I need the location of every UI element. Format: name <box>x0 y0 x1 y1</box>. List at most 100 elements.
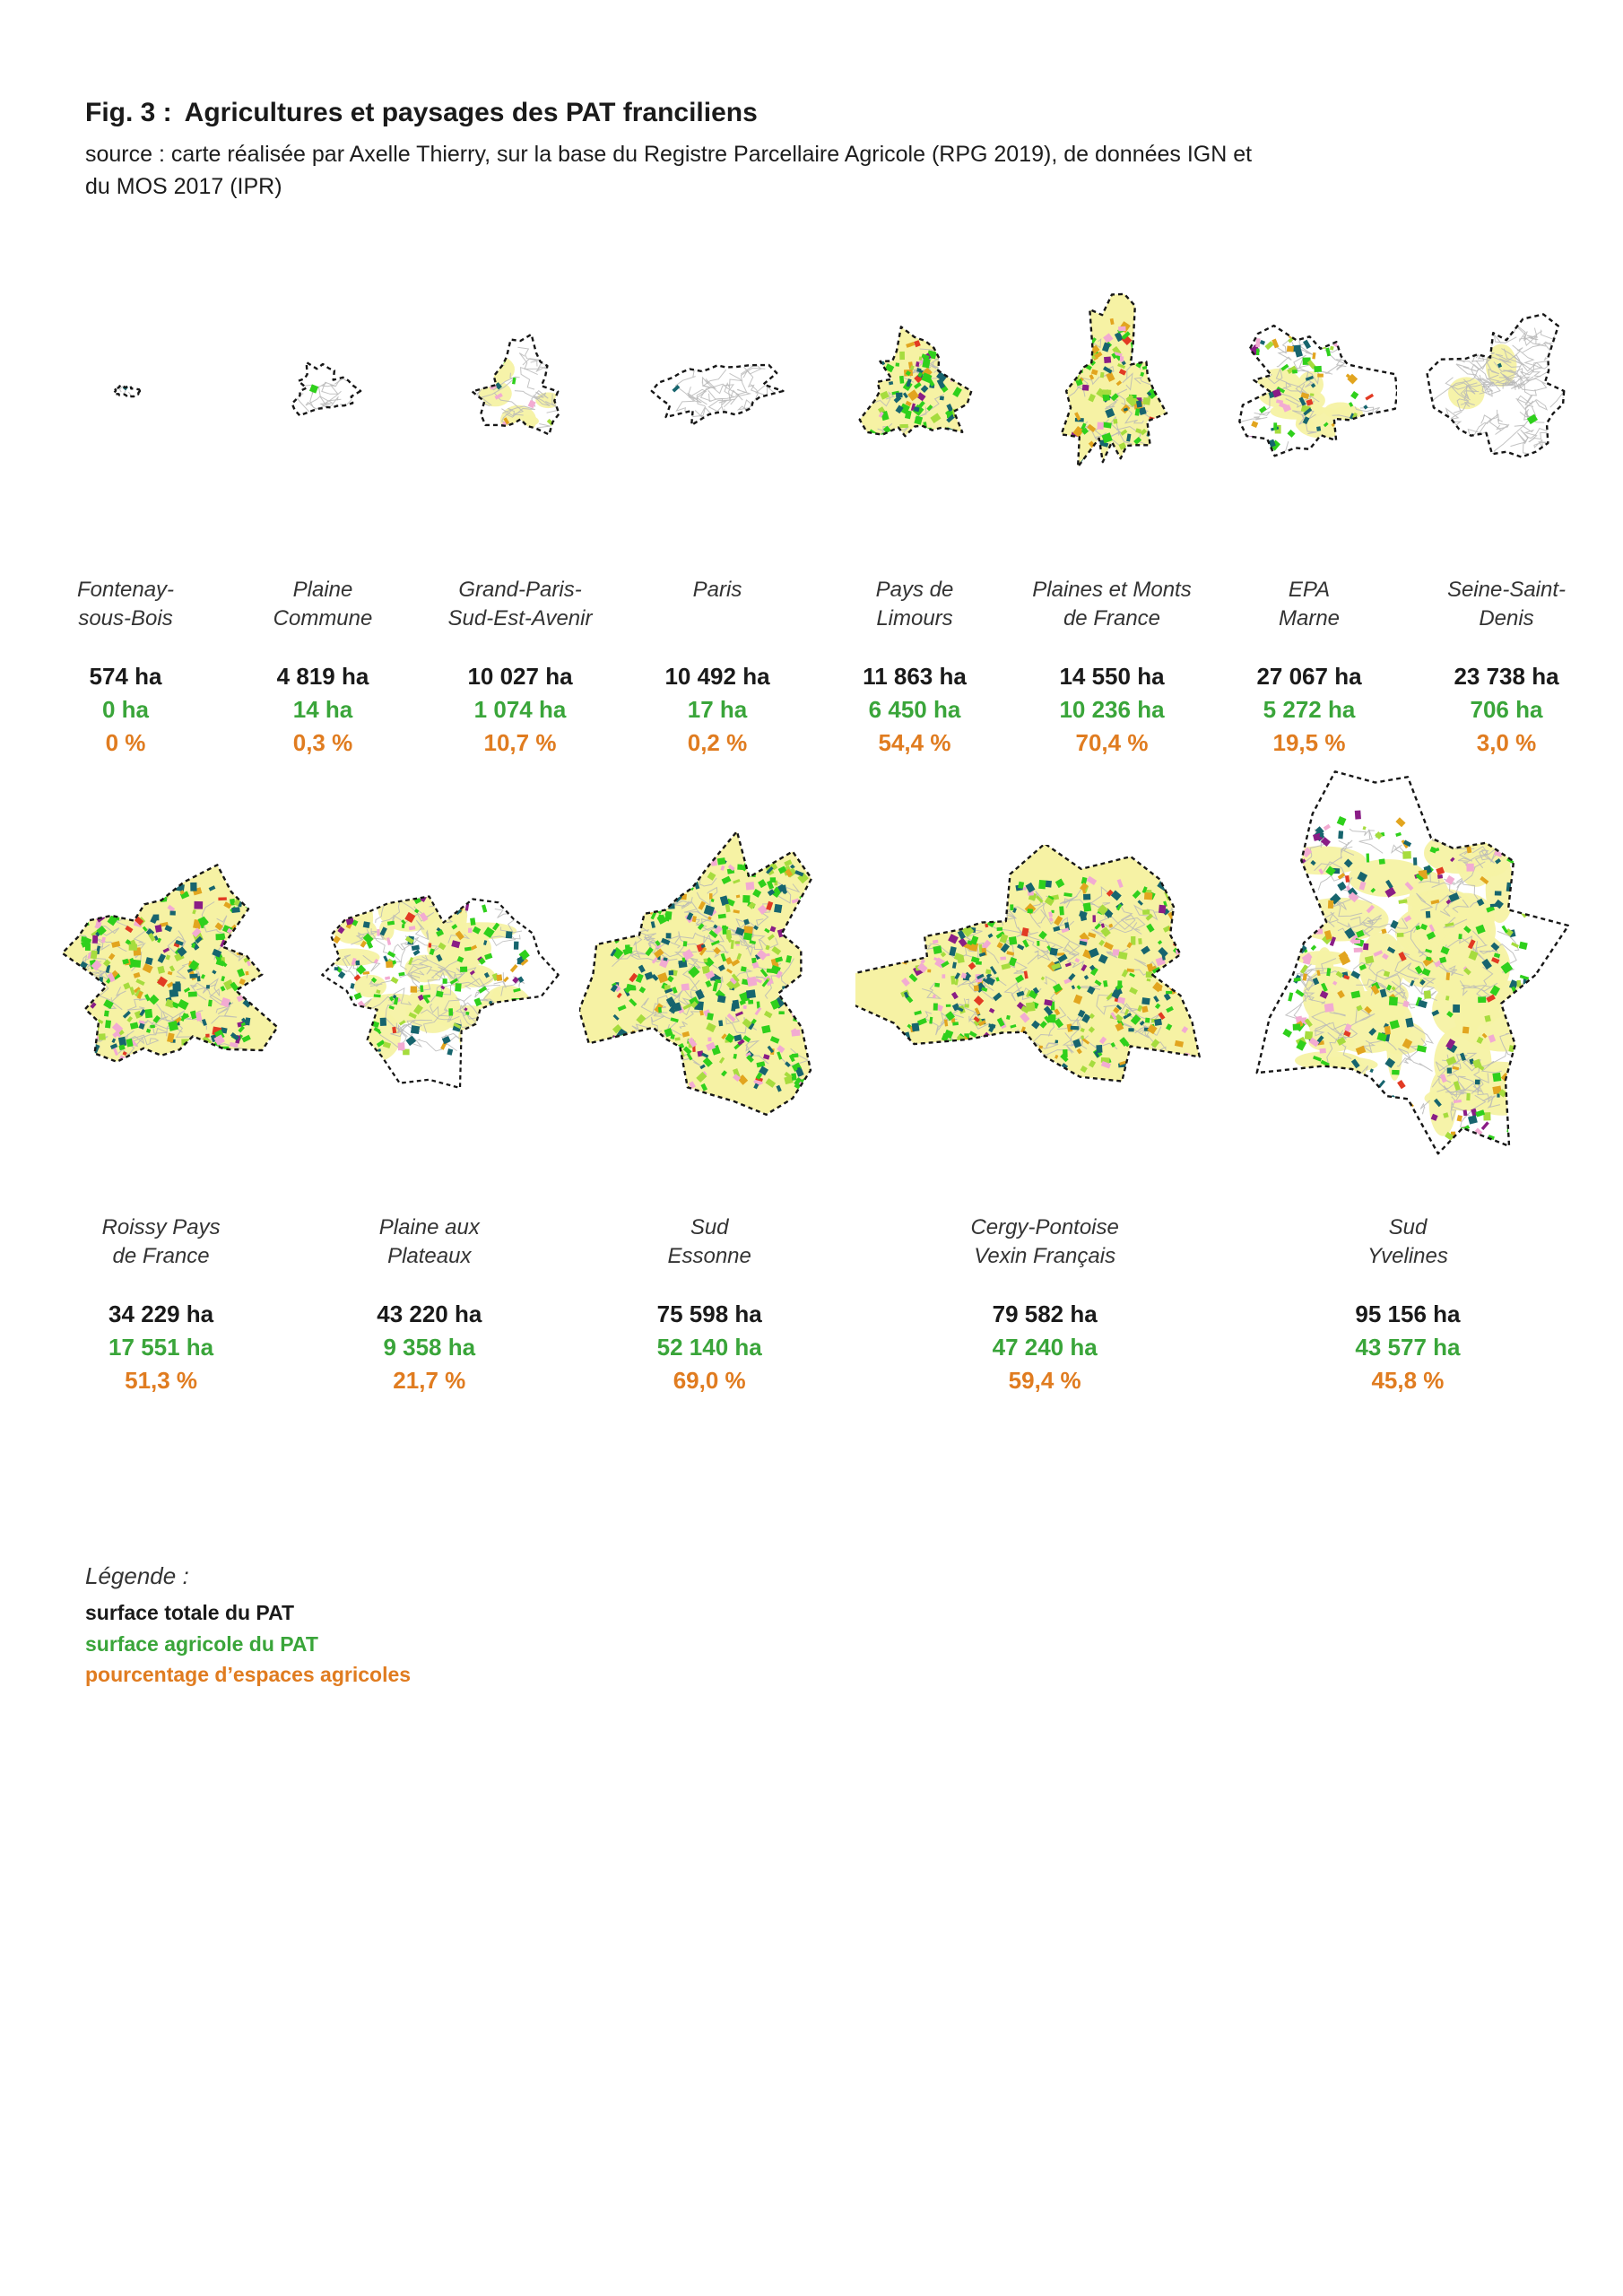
territory-name-line: Marne <box>1278 606 1341 631</box>
territory-map-box <box>1211 230 1408 552</box>
map-plaine-aux-plateaux <box>321 895 560 1089</box>
territory-name: Plaines et Monts de France <box>1032 576 1191 635</box>
territory-map-box <box>1408 230 1605 552</box>
territory-surface-agricole: 706 ha <box>1470 695 1543 723</box>
territory-stats: 23 738 ha 706 ha 3,0 % <box>1454 660 1558 760</box>
territory-stats: 11 863 ha 6 450 ha 54,4 % <box>863 660 967 760</box>
territory-pct-agricole: 69,0 % <box>673 1366 746 1394</box>
territory-card-pays-de-limours: Pays de Limours 11 863 ha 6 450 ha 54,4 % <box>816 230 1013 760</box>
territory-name: Sud Yvelines <box>1367 1213 1448 1273</box>
territory-map-box <box>224 230 421 552</box>
territory-surface-agricole: 17 ha <box>687 695 748 723</box>
map-seine-saint-denis <box>1426 313 1566 458</box>
legend-item-2: pourcentage d’espaces agricoles <box>85 1663 412 1687</box>
territory-card-seine-saint-denis: Seine-Saint- Denis 23 738 ha 706 ha 3,0 % <box>1408 230 1605 760</box>
territory-card-sud-essonne: Sud Essonne 75 598 ha 52 140 ha 69,0 % <box>563 760 855 1397</box>
territory-pct-agricole: 0,2 % <box>687 728 748 756</box>
territory-name-line: Limours <box>876 606 953 631</box>
territory-pct-agricole: 59,4 % <box>1008 1366 1081 1394</box>
territory-name-line: Plaine <box>292 578 353 602</box>
territory-pct-agricole: 51,3 % <box>125 1366 198 1394</box>
territory-stats: 27 067 ha 5 272 ha 19,5 % <box>1256 660 1361 760</box>
map-epa-marne <box>1237 324 1397 457</box>
territory-stats: 43 220 ha 9 358 ha 21,7 % <box>377 1298 482 1397</box>
territory-pct-agricole: 0,3 % <box>292 728 353 756</box>
territory-name-line: Paris <box>692 578 742 602</box>
territory-surface-agricole: 17 551 ha <box>108 1333 214 1361</box>
territory-name-line: de France <box>1063 606 1161 631</box>
territory-surface-agricole: 1 074 ha <box>473 695 567 723</box>
map-pays-de-limours <box>858 326 973 438</box>
legend: Légende : surface totale du PAT surface a… <box>85 1562 1605 1691</box>
territory-name-line: sous-Bois <box>78 606 173 631</box>
territory-name-line: Plateaux <box>387 1244 472 1269</box>
territory-pct-agricole: 0 % <box>105 728 146 756</box>
territory-surface-total: 10 027 ha <box>467 663 573 690</box>
territory-stats: 79 582 ha 47 240 ha 59,4 % <box>993 1298 1098 1397</box>
territory-surface-agricole: 52 140 ha <box>656 1333 762 1361</box>
territory-surface-agricole: 0 ha <box>101 695 149 723</box>
territory-name-line: Sud <box>690 1214 729 1239</box>
territory-pct-agricole: 54,4 % <box>878 728 951 756</box>
territory-name-line: Roissy Pays <box>101 1214 221 1239</box>
territory-surface-total: 574 ha <box>89 663 162 690</box>
figure-number: Fig. 3 : <box>85 98 172 127</box>
map-sud-yvelines <box>1255 770 1569 1155</box>
territory-stats: 75 598 ha 52 140 ha 69,0 % <box>657 1298 762 1397</box>
territory-pct-agricole: 10,7 % <box>483 728 557 756</box>
territory-name-line: Commune <box>273 606 373 631</box>
map-fontenay-sous-bois <box>113 384 142 399</box>
territory-surface-total: 43 220 ha <box>377 1300 482 1327</box>
territory-card-cergy-pontoise-vexin-francais: Cergy-Pontoise Vexin Français 79 582 ha 4… <box>855 760 1234 1397</box>
territory-card-plaine-commune: Plaine Commune 4 819 ha 14 ha 0,3 % <box>224 230 421 760</box>
territory-surface-agricole: 9 358 ha <box>383 1333 476 1361</box>
territory-card-paris: Paris 10 492 ha 17 ha 0,2 % <box>619 230 816 760</box>
territory-surface-agricole: 47 240 ha <box>992 1333 1098 1361</box>
legend-title: Légende : <box>85 1562 189 1590</box>
territory-name-line: Essonne <box>667 1244 751 1269</box>
territory-surface-total: 14 550 ha <box>1059 663 1165 690</box>
territory-name-line: Cergy-Pontoise <box>970 1214 1119 1239</box>
territory-name: Sud Essonne <box>667 1213 751 1273</box>
territory-map-box <box>295 760 563 1190</box>
legend-item-0: surface totale du PAT <box>85 1601 295 1625</box>
territory-surface-total: 75 598 ha <box>656 1300 762 1327</box>
territory-stats: 4 819 ha 14 ha 0,3 % <box>277 660 369 760</box>
territory-card-grand-paris-sud-est-avenir: Grand-Paris- Sud-Est-Avenir 10 027 ha 1 0… <box>421 230 619 760</box>
figure-title-text: Agricultures et paysages des PAT francil… <box>184 98 758 127</box>
territory-name: Plaine Commune <box>273 576 373 635</box>
territory-card-sud-yvelines: Sud Yvelines 95 156 ha 43 577 ha 45,8 % <box>1234 760 1581 1397</box>
territory-name-line: Yvelines <box>1367 1244 1448 1269</box>
territory-name-line: Plaines et Monts <box>1032 578 1192 602</box>
territory-map-box <box>1013 230 1211 552</box>
territory-pct-agricole: 3,0 % <box>1476 728 1537 756</box>
legend-items: surface totale du PAT surface agricole du… <box>85 1597 1605 1691</box>
territory-name: Plaine aux Plateaux <box>379 1213 480 1273</box>
territory-pct-agricole: 21,7 % <box>393 1366 466 1394</box>
territory-name-line: Fontenay- <box>76 578 175 602</box>
territory-surface-total: 34 229 ha <box>108 1300 214 1327</box>
territory-name: Cergy-Pontoise Vexin Français <box>970 1213 1118 1273</box>
territory-name: EPA Marne <box>1279 576 1340 635</box>
territory-map-box <box>1234 760 1581 1190</box>
figure-header: Fig. 3 : Agricultures et paysages des PA… <box>27 97 1605 203</box>
territory-card-roissy-pays-de-france: Roissy Pays de France 34 229 ha 17 551 ha… <box>27 760 295 1397</box>
territory-pct-agricole: 19,5 % <box>1272 728 1346 756</box>
territory-name-line: Seine-Saint- <box>1446 578 1567 602</box>
territory-name: Fontenay-sous-Bois <box>77 576 174 635</box>
map-grand-paris-sud-est-avenir <box>470 333 560 436</box>
territory-name: Seine-Saint- Denis <box>1447 576 1566 635</box>
pat-row-2: Roissy Pays de France 34 229 ha 17 551 ha… <box>27 760 1605 1397</box>
map-sud-essonne <box>579 830 813 1116</box>
territory-stats: 10 027 ha 1 074 ha 10,7 % <box>467 660 572 760</box>
territory-surface-total: 4 819 ha <box>276 663 369 690</box>
territory-surface-total: 23 738 ha <box>1454 663 1559 690</box>
pat-row-1: Fontenay-sous-Bois 574 ha 0 ha 0 % Plain… <box>27 230 1605 760</box>
figure-source-line-1: source : carte réalisée par Axelle Thier… <box>85 142 1253 167</box>
map-paris <box>650 363 785 427</box>
territory-surface-total: 10 492 ha <box>664 663 770 690</box>
territory-surface-total: 27 067 ha <box>1256 663 1362 690</box>
territory-map-box <box>563 760 855 1190</box>
territory-pct-agricole: 45,8 % <box>1371 1366 1445 1394</box>
